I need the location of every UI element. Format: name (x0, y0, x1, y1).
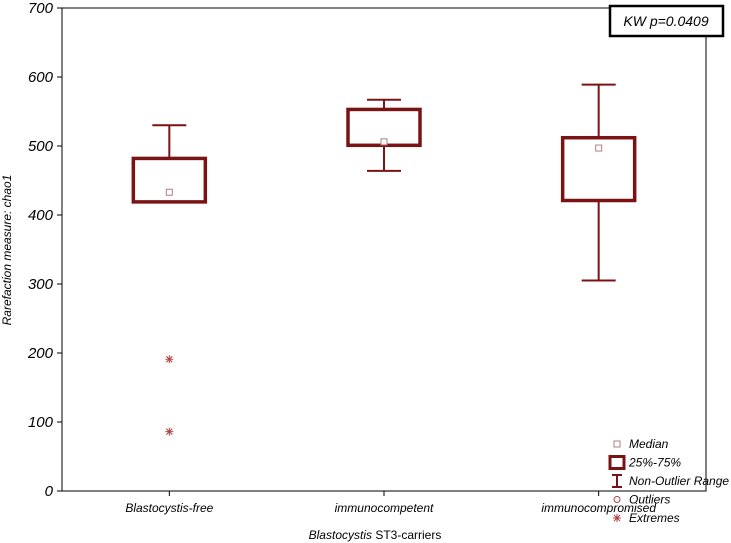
legend-label: Outliers (629, 493, 670, 507)
legend-item: Extremes (613, 511, 680, 525)
legend-label: Non-Outlier Range (629, 474, 729, 488)
x-tick-label: immunocompromised (541, 501, 656, 515)
y-tick-label: 400 (28, 207, 54, 224)
box-series (131, 83, 637, 436)
y-tick-label: 700 (28, 0, 54, 17)
median-marker (595, 144, 603, 152)
legend-box-symbol (608, 455, 626, 470)
box-group (131, 124, 208, 436)
x-axis-category-labels: Blastocystis-free immunocompetent immunoco… (125, 491, 656, 515)
kw-annotation-box (608, 4, 725, 38)
y-tick-label: 0 (45, 483, 54, 500)
x-tick-label: Blastocystis-free (125, 501, 213, 515)
y-tick-label: 600 (28, 69, 54, 86)
legend-item: 25%-75% (608, 455, 681, 470)
kw-annotation-text: KW p=0.0409 (623, 13, 708, 29)
median-marker (380, 138, 388, 146)
iqr-box (560, 135, 637, 203)
extreme-point (165, 355, 174, 364)
y-tick-label: 500 (28, 138, 54, 155)
median-marker (165, 188, 173, 196)
legend-extreme-symbol (613, 514, 621, 522)
legend-label: 25%-75% (628, 456, 681, 470)
box-group (560, 83, 637, 282)
y-axis-title: Rarefaction measure: chao1 (0, 175, 14, 326)
y-tick-label: 300 (28, 276, 54, 293)
legend-item: Median (613, 437, 669, 451)
plot-frame (61, 7, 707, 492)
y-axis: 0 100 200 300 400 500 600 700 (27, 0, 62, 500)
legend-outlier-symbol (613, 496, 621, 503)
legend-item: Non-Outlier Range (612, 474, 729, 488)
legend-label: Median (629, 437, 669, 451)
legend-median-symbol (613, 440, 621, 448)
extreme-point (165, 427, 174, 436)
y-tick-label: 200 (27, 345, 54, 362)
y-tick-label: 100 (28, 414, 54, 431)
box-group (346, 98, 422, 172)
x-axis-title: Blastocystis ST3-carriers (309, 528, 442, 542)
legend-label: Extremes (629, 511, 680, 525)
legend-item: Outliers (613, 493, 670, 507)
x-tick-label: immunocompetent (335, 501, 434, 515)
legend: Median 25%-75% Non-Outlier Range Outliers Ex… (608, 437, 729, 525)
kw-annotation: KW p=0.0409 (608, 4, 725, 38)
